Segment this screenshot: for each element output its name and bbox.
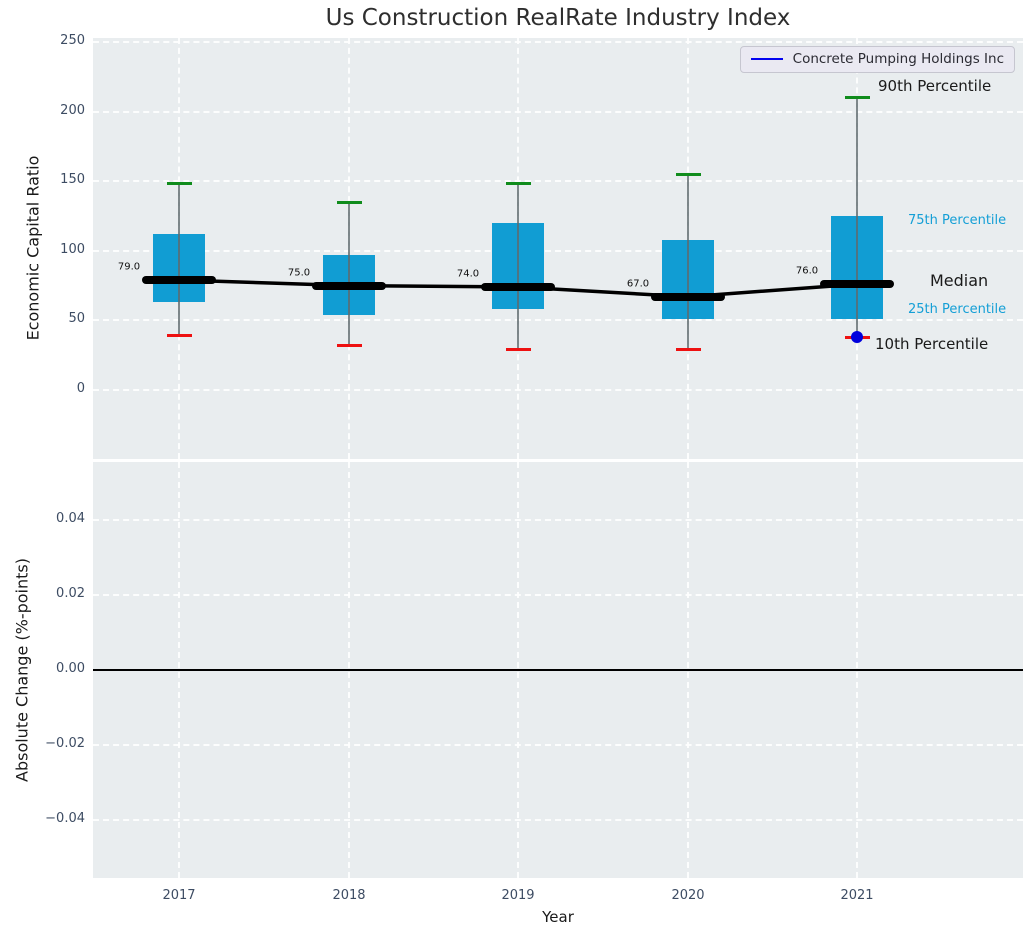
median-value-label: 76.0: [795, 265, 819, 277]
legend[interactable]: Concrete Pumping Holdings Inc: [739, 46, 1015, 73]
y-tick-label: 0: [76, 381, 85, 396]
median-trend-line: [178, 278, 858, 299]
x-tick-label: 2017: [162, 888, 196, 903]
median-bar: [820, 280, 894, 289]
median-value-label: 79.0: [117, 261, 141, 273]
y-axis-label-bottom-text: Absolute Change (%-points): [12, 558, 32, 782]
y-tick-label: −0.02: [45, 736, 85, 751]
median-bar: [142, 276, 216, 285]
y-tick-label: 0.02: [56, 586, 85, 601]
whisker-line: [178, 183, 180, 336]
legend-line-sample: [750, 58, 783, 60]
company-marker-dot: [851, 331, 863, 344]
whisker-cap-10th: [675, 348, 701, 352]
whisker-cap-10th: [166, 334, 192, 338]
y-tick-label: 50: [68, 311, 85, 327]
bottom-panel-plot-area: [93, 462, 1023, 878]
y-tick-label: 0.04: [56, 511, 85, 526]
x-tick-label: 2019: [501, 888, 535, 903]
gridline-horizontal: [93, 110, 1023, 113]
whisker-cap-10th: [505, 348, 531, 352]
y-tick-label: 100: [60, 241, 85, 257]
x-axis-label: Year: [542, 908, 574, 926]
whisker-cap-90th: [675, 172, 701, 176]
gridline-horizontal: [93, 319, 1023, 322]
zero-reference-line: [93, 669, 1023, 671]
percentile-annotation: Median: [930, 271, 989, 290]
legend-label: Concrete Pumping Holdings Inc: [792, 51, 1004, 67]
median-value-label: 74.0: [456, 268, 480, 280]
median-bar: [481, 282, 555, 291]
whisker-line: [856, 97, 858, 338]
median-bar: [651, 292, 725, 301]
whisker-cap-10th: [336, 343, 362, 347]
x-tick-label: 2018: [332, 888, 366, 903]
chart-title: Us Construction RealRate Industry Index: [325, 5, 791, 31]
percentile-annotation: 75th Percentile: [908, 213, 1007, 228]
gridline-horizontal: [93, 519, 1023, 521]
gridline-horizontal: [93, 41, 1023, 43]
median-value-label: 67.0: [626, 278, 650, 290]
y-tick-label: −0.04: [45, 811, 85, 826]
gridline-horizontal: [93, 249, 1023, 252]
median-value-label: 75.0: [287, 267, 311, 279]
gridline-horizontal: [93, 180, 1023, 183]
y-tick-label: 150: [60, 172, 85, 188]
whisker-line: [687, 174, 689, 350]
percentile-annotation: 10th Percentile: [875, 335, 989, 353]
top-panel-plot-area: Concrete Pumping Holdings Inc 79.0 75.0 74…: [93, 38, 1023, 459]
whisker-line: [348, 202, 350, 346]
gridline-horizontal: [93, 819, 1023, 821]
gridline-horizontal: [93, 594, 1023, 596]
whisker-cap-90th: [166, 182, 192, 186]
x-tick-label: 2020: [671, 888, 705, 903]
whisker-cap-90th: [336, 200, 362, 204]
median-bar: [312, 281, 386, 290]
x-tick-label: 2021: [840, 888, 874, 903]
y-tick-label: 0.00: [56, 661, 85, 676]
percentile-annotation: 25th Percentile: [908, 302, 1007, 317]
whisker-line: [517, 183, 519, 350]
gridline-horizontal: [93, 389, 1023, 391]
gridline-horizontal: [93, 744, 1023, 746]
percentile-annotation: 90th Percentile: [878, 77, 992, 95]
whisker-cap-90th: [505, 182, 531, 186]
y-tick-label: 200: [60, 102, 85, 118]
y-tick-label: 250: [60, 33, 85, 48]
whisker-cap-90th: [844, 96, 870, 100]
